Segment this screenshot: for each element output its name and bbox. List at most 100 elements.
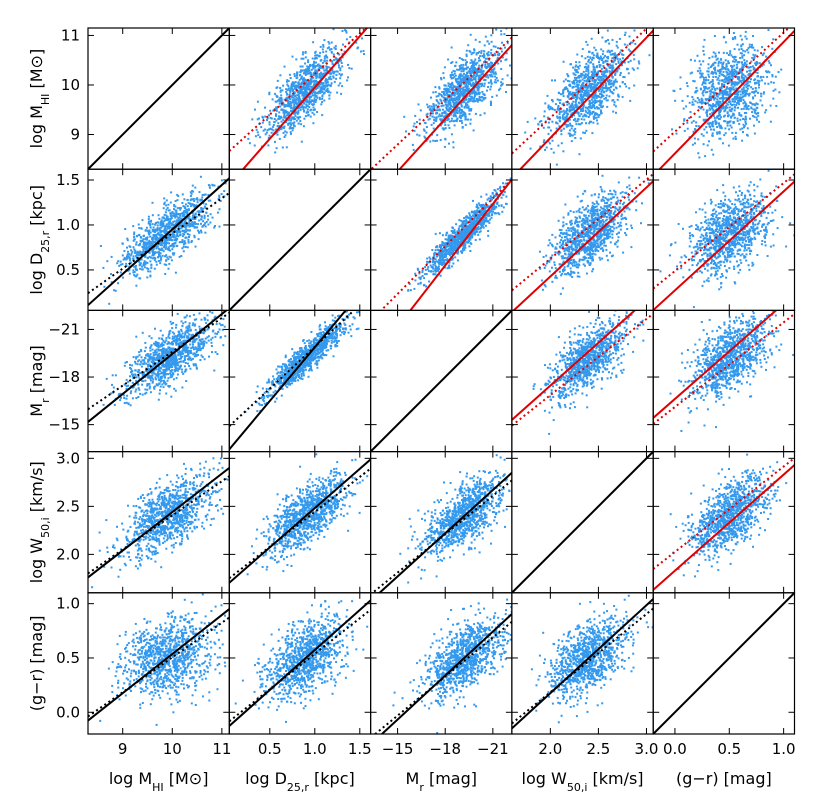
data-point — [463, 94, 466, 97]
data-point — [134, 266, 137, 269]
data-point — [505, 52, 508, 55]
data-point — [198, 231, 201, 234]
data-point — [638, 62, 641, 65]
data-point — [312, 67, 315, 70]
data-point — [335, 77, 338, 80]
data-point — [268, 91, 271, 94]
data-point — [467, 75, 470, 77]
data-point — [181, 241, 184, 244]
data-point — [329, 48, 331, 51]
data-point — [292, 116, 295, 119]
data-point — [458, 110, 461, 113]
data-point — [501, 78, 504, 81]
data-point — [130, 252, 133, 255]
data-point — [465, 77, 468, 80]
data-point — [144, 241, 147, 244]
data-point — [160, 222, 163, 225]
data-point — [769, 104, 772, 107]
data-point — [305, 89, 308, 92]
data-point — [476, 71, 479, 74]
data-point — [165, 223, 168, 226]
data-point — [755, 63, 758, 66]
data-point — [753, 49, 756, 52]
data-point — [740, 108, 743, 111]
data-point — [177, 235, 180, 238]
data-point — [110, 281, 113, 284]
data-point — [287, 123, 290, 126]
data-point — [218, 194, 221, 197]
data-point — [580, 99, 583, 102]
data-point — [569, 108, 571, 111]
data-point — [465, 98, 468, 101]
scatter-series — [247, 28, 365, 154]
data-point — [724, 75, 727, 78]
data-point — [223, 195, 226, 198]
data-point — [339, 59, 342, 62]
data-point — [468, 77, 471, 80]
data-point — [617, 61, 620, 64]
data-point — [286, 80, 288, 83]
data-point — [275, 94, 278, 97]
data-point — [322, 45, 325, 48]
data-point — [183, 231, 186, 234]
data-point — [438, 108, 441, 111]
data-point — [627, 48, 630, 51]
data-point — [302, 125, 305, 128]
data-point — [450, 74, 453, 77]
data-point — [623, 61, 626, 64]
data-point — [324, 86, 327, 89]
data-point — [161, 244, 164, 247]
data-point — [570, 104, 573, 107]
data-point — [765, 55, 768, 58]
data-point — [691, 71, 694, 74]
data-point — [578, 64, 581, 67]
data-point — [306, 82, 309, 85]
data-point — [362, 50, 365, 52]
data-point — [571, 112, 574, 115]
data-point — [718, 137, 721, 140]
data-point — [474, 100, 477, 102]
data-point — [425, 131, 428, 134]
data-point — [617, 60, 620, 63]
data-point — [444, 127, 447, 130]
data-point — [140, 239, 143, 242]
data-point — [742, 107, 745, 110]
data-point — [714, 91, 717, 94]
data-point — [132, 239, 135, 242]
data-point — [708, 140, 710, 143]
data-point — [187, 209, 190, 212]
data-point — [191, 184, 194, 187]
data-point — [600, 101, 603, 104]
data-point — [152, 226, 155, 229]
data-point — [201, 208, 204, 211]
data-point — [443, 115, 446, 118]
data-point — [324, 72, 327, 75]
data-point — [489, 80, 492, 83]
data-point — [723, 78, 726, 81]
data-point — [204, 222, 207, 225]
data-point — [283, 112, 286, 115]
data-point — [714, 123, 717, 126]
data-point — [602, 56, 605, 59]
data-point — [454, 119, 457, 122]
data-point — [297, 97, 300, 100]
data-point — [324, 80, 327, 82]
data-point — [768, 71, 771, 74]
data-point — [276, 99, 279, 102]
data-point — [579, 137, 582, 140]
data-point — [452, 69, 455, 72]
data-point — [570, 109, 573, 111]
data-point — [442, 99, 445, 102]
data-point — [403, 115, 406, 118]
data-point — [598, 57, 601, 60]
data-point — [320, 71, 323, 74]
data-point — [551, 100, 554, 103]
data-point — [569, 122, 571, 125]
data-point — [422, 128, 425, 131]
data-point — [757, 114, 760, 117]
data-point — [312, 89, 315, 92]
data-point — [474, 71, 477, 74]
data-point — [726, 112, 729, 115]
data-point — [720, 127, 723, 130]
data-point — [201, 194, 204, 196]
